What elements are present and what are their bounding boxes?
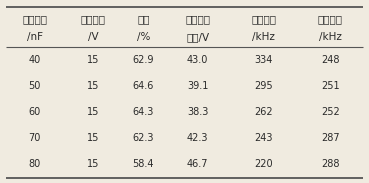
Text: 251: 251 xyxy=(321,81,339,91)
Text: 60: 60 xyxy=(28,107,41,117)
Text: 15: 15 xyxy=(87,55,99,65)
Text: 220: 220 xyxy=(255,160,273,169)
Text: 64.6: 64.6 xyxy=(132,81,154,91)
Text: 62.9: 62.9 xyxy=(132,55,154,65)
Text: 80: 80 xyxy=(28,160,41,169)
Text: 42.3: 42.3 xyxy=(187,133,208,143)
Text: 补偵电容: 补偵电容 xyxy=(22,14,47,24)
Text: /V: /V xyxy=(88,32,98,42)
Text: 输入电压: 输入电压 xyxy=(80,14,106,24)
Text: 62.3: 62.3 xyxy=(132,133,154,143)
Text: 谐振频率: 谐振频率 xyxy=(251,14,276,24)
Text: 262: 262 xyxy=(255,107,273,117)
Text: 288: 288 xyxy=(321,160,339,169)
Text: 43.0: 43.0 xyxy=(187,55,208,65)
Text: /nF: /nF xyxy=(27,32,43,42)
Text: 252: 252 xyxy=(321,107,339,117)
Text: 39.1: 39.1 xyxy=(187,81,208,91)
Text: 58.4: 58.4 xyxy=(132,160,154,169)
Text: 248: 248 xyxy=(321,55,339,65)
Text: 15: 15 xyxy=(87,81,99,91)
Text: /kHz: /kHz xyxy=(252,32,275,42)
Text: 295: 295 xyxy=(255,81,273,91)
Text: 243: 243 xyxy=(255,133,273,143)
Text: 38.3: 38.3 xyxy=(187,107,208,117)
Text: 70: 70 xyxy=(28,133,41,143)
Text: 电感峰値: 电感峰値 xyxy=(185,14,210,24)
Text: 50: 50 xyxy=(28,81,41,91)
Text: 287: 287 xyxy=(321,133,339,143)
Text: 40: 40 xyxy=(28,55,41,65)
Text: 334: 334 xyxy=(255,55,273,65)
Text: 15: 15 xyxy=(87,133,99,143)
Text: 15: 15 xyxy=(87,160,99,169)
Text: /%: /% xyxy=(137,32,150,42)
Text: /kHz: /kHz xyxy=(319,32,342,42)
Text: 电压/V: 电压/V xyxy=(186,32,209,42)
Text: 15: 15 xyxy=(87,107,99,117)
Text: 效率: 效率 xyxy=(137,14,149,24)
Text: 64.3: 64.3 xyxy=(132,107,154,117)
Text: 开关频率: 开关频率 xyxy=(318,14,343,24)
Text: 46.7: 46.7 xyxy=(187,160,208,169)
